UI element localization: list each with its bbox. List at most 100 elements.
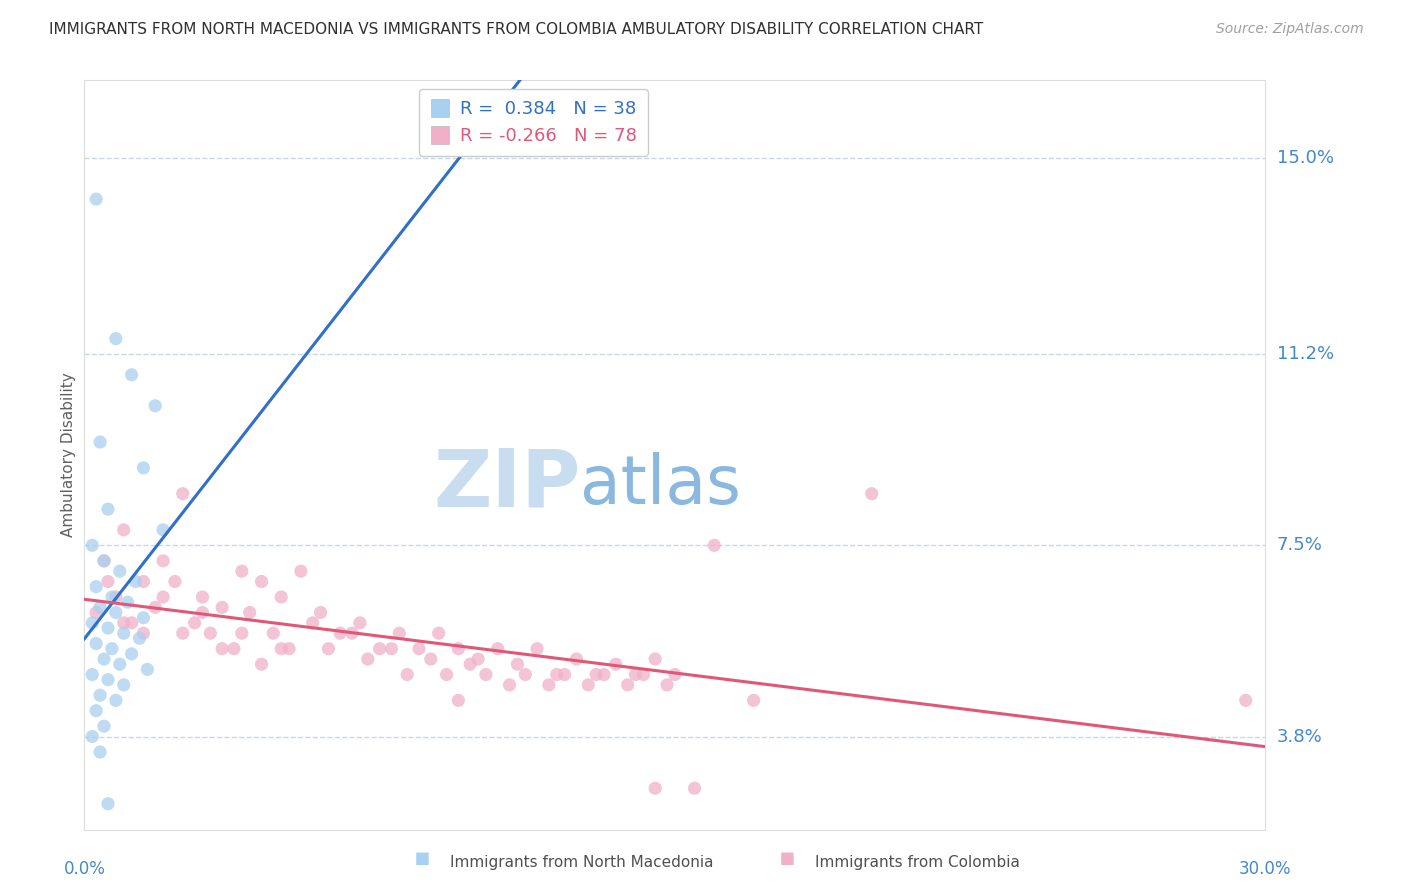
Point (84, 636, 107, 650)
Point (231, 564, 253, 578)
Text: 30.0%: 30.0% (1239, 860, 1292, 878)
Point (585, 667, 607, 681)
Point (605, 657, 627, 672)
Point (89, 600, 111, 615)
Point (121, 647, 143, 661)
Point (121, 615, 143, 630)
Point (143, 600, 166, 615)
Point (128, 632, 150, 646)
Point (108, 657, 131, 672)
Point (97, 797, 120, 811)
Point (104, 693, 127, 707)
Text: Immigrants from North Macedonia: Immigrants from North Macedonia (450, 855, 713, 870)
Point (506, 657, 529, 672)
Point (290, 564, 312, 578)
Text: 7.5%: 7.5% (1277, 536, 1323, 554)
Point (262, 626, 284, 640)
Text: 11.2%: 11.2% (1277, 345, 1334, 363)
Point (136, 662, 159, 676)
Point (683, 781, 706, 796)
Point (104, 590, 127, 604)
Point (89, 688, 111, 702)
Point (526, 641, 548, 656)
Point (554, 667, 576, 681)
Point (200, 626, 222, 640)
Point (309, 606, 332, 620)
Point (703, 538, 725, 552)
Point (329, 626, 352, 640)
Point (191, 590, 214, 604)
Point (211, 641, 233, 656)
Point (132, 626, 155, 640)
Point (498, 678, 520, 692)
Point (108, 564, 131, 578)
Point (89, 435, 111, 450)
Point (152, 554, 174, 568)
Point (318, 641, 340, 656)
Point (112, 626, 135, 640)
Point (644, 781, 666, 796)
Text: Source: ZipAtlas.com: Source: ZipAtlas.com (1216, 22, 1364, 37)
Point (93, 719, 115, 733)
Point (132, 574, 155, 589)
Point (1234, 693, 1257, 707)
Point (301, 615, 323, 630)
Text: 0.0%: 0.0% (63, 860, 105, 878)
Text: ZIP: ZIP (433, 446, 581, 524)
Point (191, 606, 214, 620)
Point (231, 626, 253, 640)
Point (419, 652, 441, 666)
Point (427, 626, 450, 640)
Point (97, 621, 120, 635)
Point (616, 678, 638, 692)
Point (93, 554, 115, 568)
Point (82, 615, 104, 630)
Text: 15.0%: 15.0% (1277, 149, 1333, 167)
Point (250, 657, 273, 672)
Y-axis label: Ambulatory Disability: Ambulatory Disability (60, 373, 76, 537)
Point (89, 745, 111, 759)
Point (270, 590, 292, 604)
Point (475, 667, 498, 681)
Point (84, 704, 107, 718)
Point (104, 606, 127, 620)
Point (172, 626, 194, 640)
Point (349, 615, 371, 630)
Legend: R =  0.384   N = 38, R = -0.266   N = 78: R = 0.384 N = 38, R = -0.266 N = 78 (419, 89, 648, 156)
Point (565, 652, 588, 666)
Text: ▪: ▪ (413, 846, 430, 870)
Point (515, 667, 537, 681)
Point (112, 615, 135, 630)
Point (250, 574, 273, 589)
Point (537, 678, 560, 692)
Point (84, 580, 107, 594)
Point (546, 667, 568, 681)
Point (84, 606, 107, 620)
Point (368, 641, 391, 656)
Point (172, 486, 194, 500)
Point (82, 730, 104, 744)
Point (644, 652, 666, 666)
Point (576, 678, 599, 692)
Point (143, 399, 166, 413)
Point (633, 667, 655, 681)
Text: IMMIGRANTS FROM NORTH MACEDONIA VS IMMIGRANTS FROM COLOMBIA AMBULATORY DISABILIT: IMMIGRANTS FROM NORTH MACEDONIA VS IMMIG… (49, 22, 983, 37)
Point (396, 667, 419, 681)
Point (239, 606, 262, 620)
Point (84, 192, 107, 206)
Point (222, 641, 245, 656)
Point (132, 610, 155, 624)
Point (340, 626, 363, 640)
Point (380, 641, 402, 656)
Point (101, 641, 124, 656)
Point (270, 641, 292, 656)
Point (132, 460, 155, 475)
Point (104, 332, 127, 346)
Point (408, 641, 430, 656)
Point (486, 641, 509, 656)
Point (458, 657, 481, 672)
Point (121, 368, 143, 382)
Point (388, 626, 411, 640)
Point (101, 590, 124, 604)
Point (278, 641, 301, 656)
